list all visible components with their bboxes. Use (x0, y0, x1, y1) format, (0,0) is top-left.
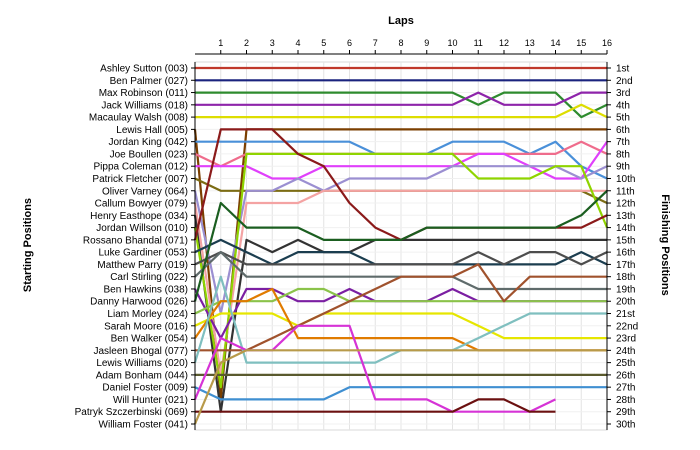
finishing-position-label: 8th (616, 149, 630, 160)
x-tick-label: 7 (373, 38, 378, 48)
finishing-position-label: 30th (616, 420, 635, 431)
finishing-position-label: 9th (616, 162, 630, 173)
x-axis-title: Laps (388, 15, 414, 27)
finishing-position-label: 20th (616, 297, 635, 308)
x-tick-label: 3 (270, 38, 275, 48)
starting-position-label: Luke Gardiner (053) (99, 248, 189, 259)
finishing-position-label: 3rd (616, 88, 630, 99)
starting-position-label: Adam Bonham (044) (96, 370, 188, 381)
starting-position-label: Lewis Williams (020) (96, 358, 188, 369)
finishing-position-label: 11th (616, 186, 635, 197)
starting-position-label: Rossano Bhandal (071) (83, 235, 188, 246)
finishing-position-label: 28th (616, 395, 635, 406)
x-tick-label: 16 (602, 38, 612, 48)
finishing-position-label: 22nd (616, 321, 638, 332)
starting-position-label: Jack Williams (018) (101, 100, 188, 111)
starting-position-label: Carl Stirling (022) (110, 272, 188, 283)
series-line-12 (193, 189, 607, 376)
x-tick-label: 4 (295, 38, 300, 48)
series-line-27 (194, 386, 607, 401)
finishing-position-label: 23rd (616, 334, 636, 345)
x-tick-label: 14 (550, 38, 560, 48)
finishing-position-label: 18th (616, 272, 635, 283)
x-tick-label: 13 (525, 38, 535, 48)
x-tick-label: 5 (321, 38, 326, 48)
finishing-position-label: 24th (616, 346, 635, 357)
starting-position-label: Ben Hawkins (038) (104, 284, 188, 295)
starting-position-label: Joe Boullen (023) (110, 149, 188, 160)
starting-position-label: Oliver Varney (064) (102, 186, 188, 197)
finishing-position-label: 12th (616, 199, 635, 210)
series-line-9 (195, 141, 608, 180)
finishing-position-label: 13th (616, 211, 635, 222)
starting-position-label: Jordan Willson (010) (96, 223, 188, 234)
series-line-5 (195, 103, 608, 119)
series-line-11 (193, 165, 608, 315)
finishing-position-label: 25th (616, 358, 635, 369)
finishing-position-label: 27th (616, 383, 635, 394)
series-line-24 (195, 263, 607, 352)
starting-position-label: Daniel Foster (009) (102, 383, 188, 394)
starting-position-label: Patryk Szczerbinski (069) (75, 407, 188, 418)
x-tick-label: 1 (218, 38, 223, 48)
finishing-position-label: 2nd (616, 76, 633, 87)
finishing-position-label: 6th (616, 125, 630, 136)
y-axis-title-right: Finishing Positions (659, 194, 671, 295)
series-line-30 (193, 349, 607, 425)
x-tick-label: 2 (244, 38, 249, 48)
series-line-14 (193, 152, 609, 389)
finishing-position-label: 5th (616, 113, 630, 124)
finishing-position-label: 15th (616, 235, 635, 246)
finishing-position-label: 14th (616, 223, 635, 234)
x-tick-label: 6 (347, 38, 352, 48)
starting-position-label: Macaulay Walsh (008) (89, 113, 188, 124)
series-line-21 (194, 287, 607, 315)
series-lines (193, 66, 609, 425)
starting-position-label: Sarah Moore (016) (104, 321, 188, 332)
starting-position-label: Ben Walker (054) (111, 334, 188, 345)
series-line-17 (194, 251, 608, 266)
x-tick-label: 9 (424, 38, 429, 48)
finishing-position-label: 16th (616, 248, 635, 259)
starting-position-label: Ben Palmer (027) (110, 76, 188, 87)
starting-position-label: Will Hunter (021) (113, 395, 188, 406)
finishing-position-label: 4th (616, 100, 630, 111)
x-tick-label: 12 (499, 38, 509, 48)
x-tick-label: 10 (447, 38, 457, 48)
finishing-position-label: 29th (616, 407, 635, 418)
starting-position-label: Pippa Coleman (012) (94, 162, 189, 173)
starting-position-label: William Foster (041) (99, 420, 188, 431)
starting-position-label: Liam Morley (024) (107, 309, 188, 320)
finishing-position-label: 7th (616, 137, 630, 148)
finishing-position-label: 19th (616, 284, 635, 295)
starting-position-label: Danny Harwood (026) (90, 297, 188, 308)
starting-position-label: Matthew Parry (019) (97, 260, 188, 271)
starting-position-label: Lewis Hall (005) (116, 125, 188, 136)
finishing-position-label: 21st (616, 309, 635, 320)
finishing-position-label: 17th (616, 260, 635, 271)
series-line-22 (194, 312, 607, 340)
finishing-position-label: 10th (616, 174, 635, 185)
x-tick-label: 11 (474, 38, 483, 48)
x-tick-label: 8 (398, 38, 403, 48)
starting-position-label: Callum Bowyer (079) (95, 199, 188, 210)
starting-position-label: Max Robinson (011) (99, 88, 188, 99)
starting-position-label: Jasleen Bhogal (077) (93, 346, 188, 357)
starting-position-label: Jordan King (042) (109, 137, 189, 148)
starting-position-label: Henry Easthope (034) (90, 211, 188, 222)
finishing-position-label: 26th (616, 370, 635, 381)
series-line-4 (195, 91, 607, 106)
series-line-29 (195, 398, 556, 413)
finishing-position-label: 1st (616, 64, 630, 75)
starting-position-label: Patrick Fletcher (007) (92, 174, 188, 185)
series-line-20 (193, 190, 608, 302)
series-line-3 (195, 91, 608, 119)
starting-position-label: Ashley Sutton (003) (100, 64, 188, 75)
x-tick-label: 15 (576, 38, 586, 48)
y-axis-title-left: Starting Positions (22, 198, 34, 292)
